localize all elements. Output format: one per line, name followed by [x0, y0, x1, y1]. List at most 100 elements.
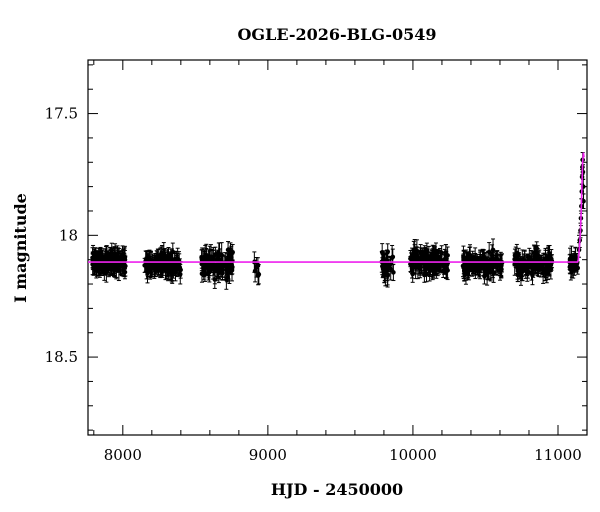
- data-point: [205, 263, 210, 268]
- data-point: [439, 250, 444, 256]
- x-tick-label: 9000: [249, 446, 287, 464]
- data-point: [228, 254, 234, 259]
- data-point: [159, 265, 164, 271]
- data-point: [385, 263, 391, 269]
- data-point: [573, 255, 578, 261]
- x-tick-label: 11000: [534, 446, 582, 464]
- data-point: [120, 263, 126, 269]
- data-point: [169, 271, 175, 277]
- data-point: [531, 250, 537, 256]
- data-point: [519, 267, 525, 273]
- data-point: [391, 270, 396, 275]
- x-axis-label: HJD - 2450000: [271, 480, 403, 499]
- data-point: [102, 269, 107, 275]
- data-point: [207, 255, 212, 261]
- data-point: [484, 271, 490, 277]
- data-point: [535, 253, 540, 258]
- y-tick-labels: 17.5 18 18.5: [45, 105, 78, 367]
- data-point: [385, 249, 391, 255]
- data-point: [177, 271, 183, 277]
- data-point: [212, 277, 218, 282]
- data-point: [122, 256, 127, 261]
- data-point: [568, 266, 574, 272]
- data-point: [104, 250, 110, 255]
- data-point: [428, 262, 433, 268]
- data-point: [424, 271, 429, 277]
- data-point: [411, 257, 417, 262]
- data-point: [413, 265, 418, 271]
- data-points: [90, 157, 586, 282]
- model-line: [88, 152, 585, 263]
- data-point: [443, 252, 449, 258]
- data-point: [90, 262, 95, 267]
- data-point: [516, 264, 521, 269]
- axis-ticks: [88, 60, 588, 435]
- data-point: [497, 267, 503, 273]
- data-point: [426, 267, 432, 272]
- y-axis-label: I magnitude: [11, 193, 30, 303]
- data-point: [513, 254, 519, 260]
- data-point: [99, 256, 105, 262]
- data-point: [523, 267, 529, 272]
- data-point: [156, 262, 161, 267]
- data-point: [201, 266, 206, 271]
- data-point: [461, 254, 466, 260]
- data-point: [547, 266, 552, 272]
- data-point: [410, 271, 415, 277]
- chart-title: OGLE-2026-BLG-0549: [237, 25, 436, 44]
- data-point: [145, 255, 150, 261]
- data-point: [418, 250, 423, 255]
- data-point: [486, 266, 492, 272]
- data-point: [217, 257, 223, 263]
- data-point: [486, 249, 492, 255]
- data-point: [207, 269, 212, 275]
- data-point: [581, 198, 586, 204]
- y-tick-label: 18: [59, 226, 78, 244]
- data-point: [96, 254, 101, 260]
- data-point: [536, 263, 541, 269]
- x-tick-labels: 8000 9000 10000 11000: [104, 446, 582, 464]
- data-point: [414, 253, 419, 259]
- data-point: [252, 268, 258, 274]
- data-point: [412, 249, 417, 254]
- data-point: [567, 263, 573, 268]
- data-point: [424, 247, 430, 253]
- data-point: [433, 248, 439, 254]
- data-point: [527, 255, 532, 260]
- data-point: [431, 252, 436, 257]
- data-point: [438, 256, 443, 262]
- data-point: [142, 263, 147, 268]
- data-point: [389, 255, 395, 261]
- x-tick-label: 10000: [389, 446, 437, 464]
- data-point: [115, 254, 120, 259]
- data-point: [154, 254, 160, 260]
- data-point: [480, 255, 486, 261]
- data-point: [216, 270, 222, 276]
- data-point: [385, 273, 390, 279]
- data-point: [470, 256, 475, 262]
- data-point: [467, 262, 472, 267]
- data-point: [540, 271, 546, 276]
- data-point: [103, 255, 109, 260]
- data-point: [151, 263, 156, 269]
- data-point: [484, 263, 490, 268]
- plot-frame: [87, 59, 588, 436]
- data-point: [226, 267, 231, 272]
- data-point: [202, 271, 208, 277]
- data-point: [216, 263, 222, 269]
- x-tick-label: 8000: [104, 446, 142, 464]
- data-point: [530, 272, 535, 278]
- data-point: [516, 252, 521, 257]
- data-point: [423, 253, 429, 259]
- data-point: [512, 261, 517, 267]
- data-point: [92, 254, 98, 260]
- data-point: [256, 272, 262, 277]
- data-point: [408, 261, 414, 267]
- data-point: [98, 261, 104, 267]
- data-point: [152, 257, 158, 263]
- data-point: [174, 266, 180, 272]
- data-point: [122, 269, 128, 275]
- data-point: [220, 267, 226, 273]
- data-point: [379, 249, 385, 255]
